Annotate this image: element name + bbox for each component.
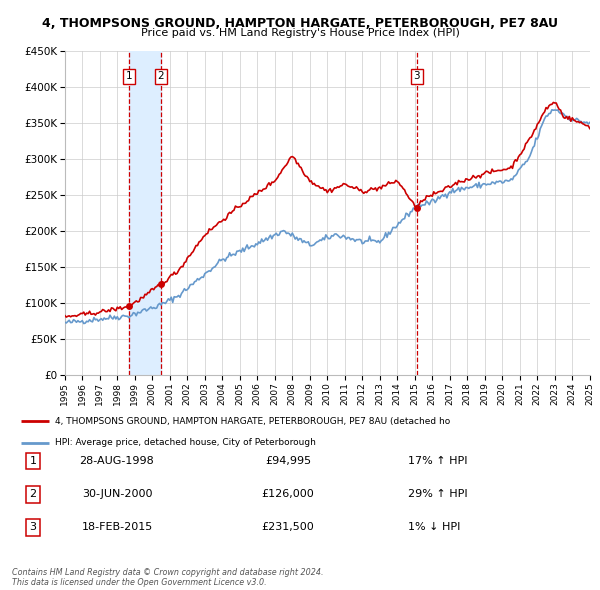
Text: 3: 3 [413,71,420,81]
Text: 29% ↑ HPI: 29% ↑ HPI [408,490,467,499]
Text: £126,000: £126,000 [262,490,314,499]
Text: HPI: Average price, detached house, City of Peterborough: HPI: Average price, detached house, City… [55,438,316,447]
Text: 18-FEB-2015: 18-FEB-2015 [82,523,152,532]
Text: 2: 2 [29,490,37,499]
Text: 30-JUN-2000: 30-JUN-2000 [82,490,152,499]
Text: Contains HM Land Registry data © Crown copyright and database right 2024.
This d: Contains HM Land Registry data © Crown c… [12,568,323,587]
Text: 1: 1 [29,457,37,466]
Text: 28-AUG-1998: 28-AUG-1998 [80,457,154,466]
Bar [128,51,161,375]
Text: Price paid vs. HM Land Registry's House Price Index (HPI): Price paid vs. HM Land Registry's House … [140,28,460,38]
Text: £94,995: £94,995 [265,457,311,466]
Text: 3: 3 [29,523,37,532]
Text: 17% ↑ HPI: 17% ↑ HPI [408,457,467,466]
Text: 2: 2 [158,71,164,81]
Text: 1% ↓ HPI: 1% ↓ HPI [408,523,460,532]
Text: £231,500: £231,500 [262,523,314,532]
Text: 4, THOMPSONS GROUND, HAMPTON HARGATE, PETERBOROUGH, PE7 8AU (detached ho: 4, THOMPSONS GROUND, HAMPTON HARGATE, PE… [55,417,451,425]
Text: 4, THOMPSONS GROUND, HAMPTON HARGATE, PETERBOROUGH, PE7 8AU: 4, THOMPSONS GROUND, HAMPTON HARGATE, PE… [42,17,558,30]
Text: 1: 1 [125,71,132,81]
